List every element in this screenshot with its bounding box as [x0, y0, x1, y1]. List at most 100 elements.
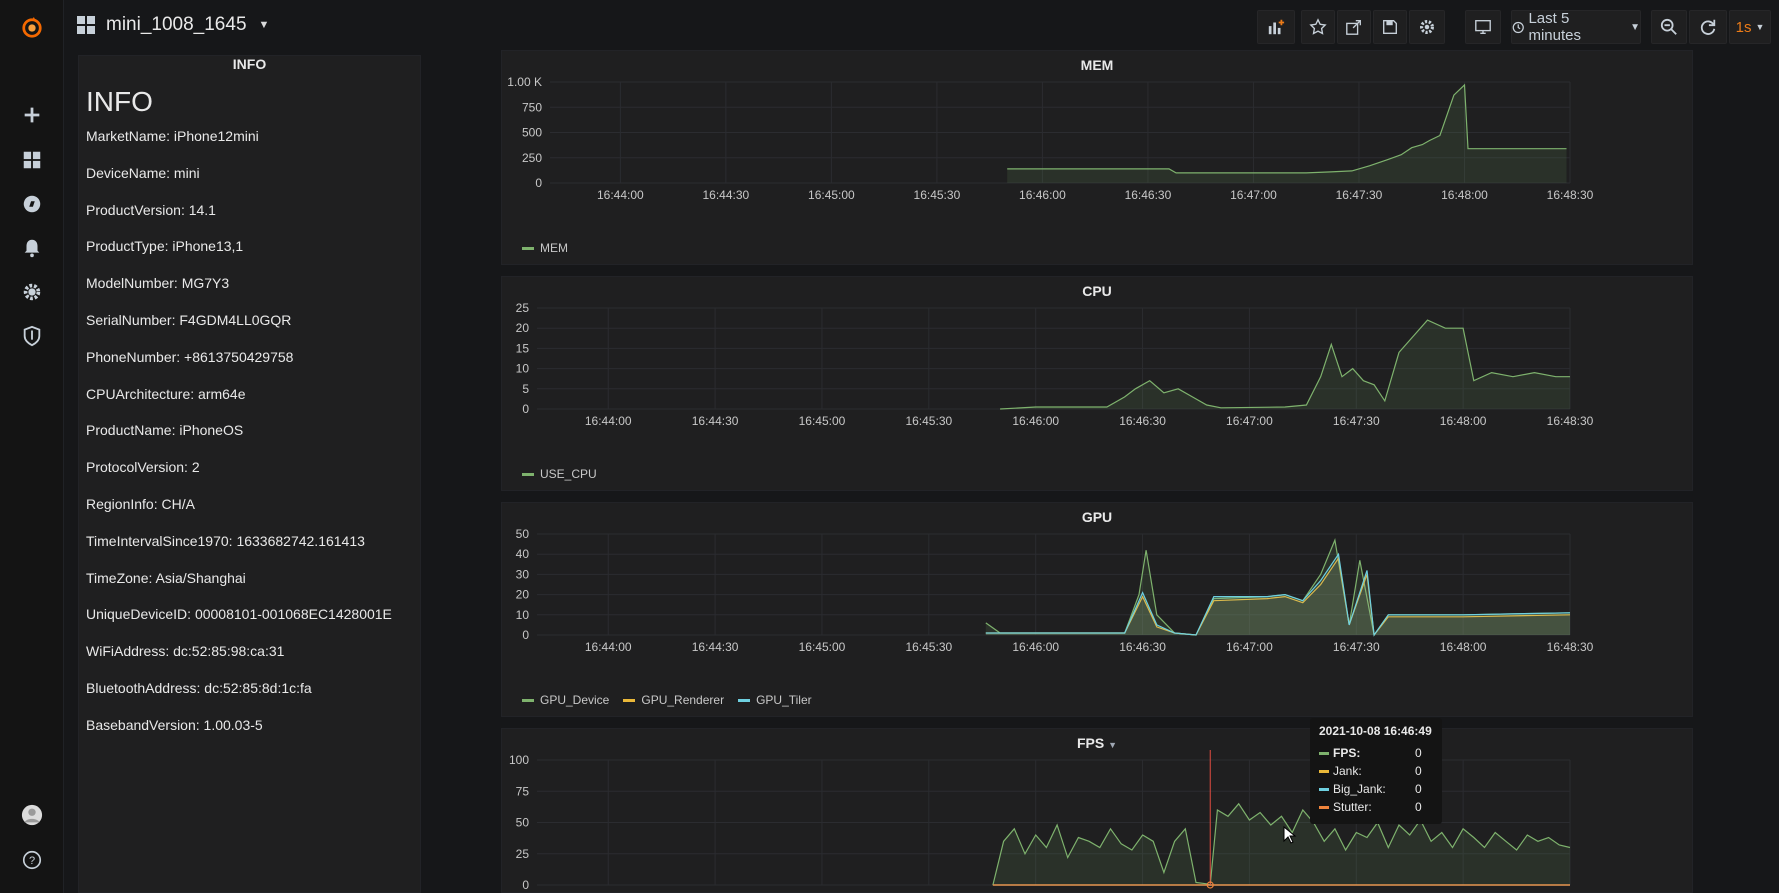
series-line-mem	[1007, 83, 1567, 174]
add-panel-icon	[1268, 19, 1285, 35]
star-dashboard-button[interactable]	[1301, 10, 1335, 44]
share-icon	[1346, 20, 1361, 35]
mem-chart[interactable]: 0 250 500 750 1.00 K 16:44:00 16:44:30 16:45:00…	[502, 51, 1694, 266]
save-icon	[1383, 20, 1397, 34]
help-question-icon[interactable]: ?	[0, 842, 64, 878]
x-tick-label: 16:46:00	[1012, 640, 1059, 654]
cpu-panel: CPU 0 5 10 15 20 25 16:44:00 16:44:30 16:45:00 16…	[501, 276, 1693, 491]
info-panel-body: INFO MarketName: iPhone12mini DeviceName:…	[86, 86, 392, 752]
fps-panel-title[interactable]: FPS ▼	[502, 735, 1692, 751]
info-line: TimeZone: Asia/Shanghai	[86, 569, 246, 586]
cpu-chart[interactable]: 0 5 10 15 20 25 16:44:00 16:44:30 16:45:00 16:45:…	[502, 277, 1694, 492]
y-tick-label: 15	[516, 341, 530, 355]
y-tick-label: 30	[516, 567, 530, 581]
mouse-pointer-icon	[1283, 826, 1297, 844]
info-panel-title[interactable]: INFO	[232, 56, 267, 72]
star-icon	[1309, 18, 1327, 35]
dashboard-grid-icon	[77, 16, 95, 34]
x-tick-label: 16:45:30	[905, 640, 952, 654]
share-dashboard-button[interactable]	[1337, 10, 1371, 44]
series-area-gpu_device	[985, 540, 1570, 635]
configuration-gear-icon[interactable]	[0, 274, 64, 310]
series-area-gpu_renderer	[985, 558, 1570, 635]
x-tick-label: 16:47:30	[1333, 640, 1380, 654]
info-line: ProductVersion: 14.1	[86, 201, 216, 218]
chevron-down-icon: ▼	[1630, 21, 1640, 33]
legend-item[interactable]: GPU_Tiler	[738, 693, 812, 707]
legend-swatch	[522, 698, 534, 702]
legend-item[interactable]: GPU_Device	[522, 693, 609, 707]
mem-panel-title[interactable]: MEM	[1080, 57, 1114, 73]
gpu-legend: GPU_Device GPU_Renderer GPU_Tiler	[522, 693, 812, 707]
legend-item[interactable]: GPU_Renderer	[623, 693, 724, 707]
alerting-bell-icon[interactable]	[0, 230, 64, 266]
zoom-out-button[interactable]	[1651, 10, 1687, 44]
chevron-down-icon: ▼	[258, 19, 270, 31]
fps-panel: FPS ▼ 0 25 50 75 100	[501, 728, 1693, 893]
info-heading: INFO	[86, 86, 153, 117]
grafana-logo-icon[interactable]	[0, 8, 64, 48]
series-area-fps	[992, 803, 1570, 885]
add-panel-button[interactable]	[1257, 10, 1295, 44]
x-tick-label: 16:45:00	[799, 640, 846, 654]
y-tick-label: 1.00 K	[507, 75, 542, 89]
refresh-button[interactable]	[1689, 10, 1727, 44]
dashboard-title-picker[interactable]: mini_1008_1645 ▼	[76, 14, 269, 36]
time-range-label: Last 5 minutes	[1528, 10, 1581, 44]
gear-icon	[1420, 20, 1434, 34]
cpu-panel-title[interactable]: CPU	[1082, 283, 1112, 299]
fps-chart[interactable]: 0 25 50 75 100	[502, 729, 1694, 893]
x-tick-label: 16:44:00	[585, 414, 632, 428]
legend-item[interactable]: USE_CPU	[522, 467, 597, 481]
series-line-use_cpu	[1000, 319, 1570, 410]
mem-panel: MEM 0 250 500 750 1.00 K 16:44:00 16:44:30 16:4…	[501, 50, 1693, 265]
legend-label: MEM	[540, 241, 568, 255]
x-tick-label: 16:45:30	[905, 414, 952, 428]
time-range-picker[interactable]: Last 5 minutes ▼	[1511, 10, 1641, 44]
x-tick-label: 16:46:30	[1119, 414, 1166, 428]
dashboard-settings-button[interactable]	[1409, 10, 1445, 44]
x-tick-label: 16:45:30	[914, 188, 961, 202]
tooltip-series-name: Stutter:	[1333, 800, 1372, 814]
x-tick-label: 16:48:30	[1547, 414, 1594, 428]
gpu-panel-title[interactable]: GPU	[1081, 509, 1113, 525]
clock-icon	[1512, 21, 1524, 33]
zoom-out-icon	[1660, 18, 1677, 35]
info-lines: MarketName: iPhone12mini DeviceName: mini…	[86, 126, 392, 752]
y-tick-label: 75	[516, 784, 530, 798]
tooltip-rows: FPS: 0 Jank: 0 Big_Jank: 0 Stutter: 0	[1319, 744, 1433, 816]
info-line: ModelNumber: MG7Y3	[86, 275, 230, 292]
cycle-view-mode-button[interactable]	[1465, 10, 1501, 44]
y-tick-label: 5	[522, 382, 529, 396]
y-tick-label: 0	[535, 176, 542, 190]
tooltip-series-name: FPS:	[1333, 746, 1361, 760]
tooltip-series-swatch	[1319, 787, 1329, 791]
tooltip-series-value: 0	[1415, 764, 1422, 778]
x-tick-label: 16:48:00	[1441, 188, 1488, 202]
y-tick-label: 100	[509, 753, 529, 767]
server-admin-shield-icon[interactable]	[0, 318, 64, 354]
x-tick-label: 16:48:30	[1547, 188, 1594, 202]
dashboards-icon[interactable]	[0, 142, 64, 178]
tooltip-series-swatch	[1319, 769, 1329, 773]
x-tick-label: 16:44:30	[692, 640, 739, 654]
legend-item[interactable]: MEM	[522, 241, 568, 255]
series-line-gpu_tiler	[985, 552, 1571, 637]
create-plus-icon[interactable]	[0, 97, 64, 133]
x-tick-label: 16:44:30	[692, 414, 739, 428]
x-tick-label: 16:47:00	[1226, 414, 1273, 428]
y-tick-label: 750	[522, 100, 542, 114]
explore-compass-icon[interactable]	[0, 186, 64, 222]
chevron-down-icon: ▼	[1755, 22, 1765, 32]
tooltip-row: Stutter: 0	[1319, 798, 1433, 816]
tooltip-row: Jank: 0	[1319, 762, 1433, 780]
cpu-legend: USE_CPU	[522, 467, 597, 481]
save-dashboard-button[interactable]	[1373, 10, 1407, 44]
refresh-interval-picker[interactable]: 1s ▼	[1729, 10, 1771, 44]
user-avatar-icon[interactable]	[0, 797, 64, 833]
x-tick-label: 16:48:00	[1440, 414, 1487, 428]
refresh-icon	[1700, 19, 1716, 35]
legend-label: USE_CPU	[540, 467, 597, 481]
info-line: DeviceName: mini	[86, 164, 200, 181]
gpu-chart[interactable]: 0 10 20 30 40 50 16:44:00 16:44:30 16:45:00 16:45…	[502, 503, 1694, 718]
